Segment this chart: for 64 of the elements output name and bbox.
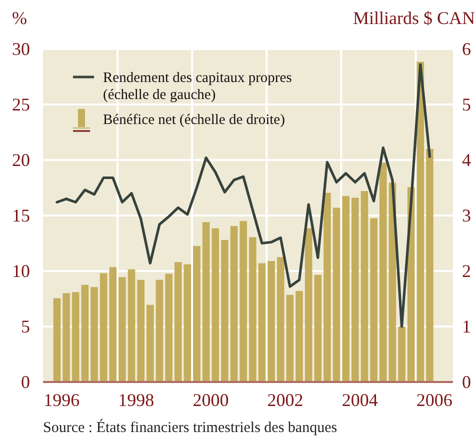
bar (286, 294, 294, 382)
bar (90, 287, 98, 382)
y2-tick-label: 4 (462, 150, 471, 170)
bar (398, 326, 406, 382)
bar (249, 237, 256, 382)
bar (230, 226, 238, 382)
x-tick-label: 2000 (192, 390, 229, 410)
bar (128, 269, 136, 382)
y-tick-label: 5 (21, 316, 30, 336)
bar (146, 304, 154, 382)
x-tick-label: 2004 (342, 390, 378, 410)
bar (137, 280, 144, 382)
bar (426, 148, 434, 382)
bar (276, 257, 284, 382)
y-tick-label: 20 (12, 150, 30, 170)
bar (379, 162, 387, 382)
source-note: Source : États financiers trimestriels des banques (43, 419, 338, 436)
bar (370, 218, 378, 382)
bar (118, 277, 126, 382)
bar (324, 192, 331, 382)
x-tick-label: 2006 (416, 390, 452, 410)
bar (314, 274, 322, 382)
y2-axis-title: Milliards $ CAN (352, 8, 475, 28)
y2-tick-label: 0 (462, 372, 471, 392)
bar (184, 264, 192, 382)
bar (268, 261, 275, 382)
y-tick-label: 25 (12, 94, 30, 114)
bar (193, 246, 200, 382)
bar (296, 290, 303, 382)
bar (62, 293, 70, 382)
bar (332, 208, 340, 382)
x-tick-label: 1998 (118, 390, 154, 410)
bar (81, 284, 89, 382)
legend-label: Rendement des capitaux propres (échelle de gauche) (103, 70, 292, 103)
bar (221, 240, 228, 382)
bar (72, 292, 80, 382)
bar (109, 267, 117, 382)
bar (212, 228, 220, 382)
bar (53, 298, 61, 382)
x-tick-label: 2002 (267, 390, 304, 410)
y-axis-title: % (12, 8, 27, 28)
bar (100, 273, 108, 382)
y-tick-label: 15 (12, 206, 30, 226)
bar (165, 274, 172, 382)
bar (202, 222, 210, 382)
bar (360, 191, 368, 382)
y2-tick-label: 3 (462, 206, 471, 226)
bar (304, 228, 312, 382)
y2-tick-label: 1 (462, 316, 471, 336)
bar (342, 196, 350, 382)
y-tick-label: 10 (12, 261, 30, 281)
bar (156, 280, 164, 382)
y2-tick-label: 5 (462, 94, 471, 114)
y-tick-label: 0 (21, 372, 30, 392)
x-tick-label: 1996 (44, 390, 80, 410)
bar (352, 198, 359, 382)
line-series (56, 63, 432, 328)
y2-tick-label: 2 (462, 261, 471, 281)
legend-label: Bénéfice net (échelle de droite) (103, 112, 286, 128)
bar (174, 262, 182, 382)
bar (240, 221, 247, 382)
y2-tick-label: 6 (462, 39, 471, 59)
y-tick-label: 30 (12, 39, 30, 59)
bar (258, 263, 266, 382)
